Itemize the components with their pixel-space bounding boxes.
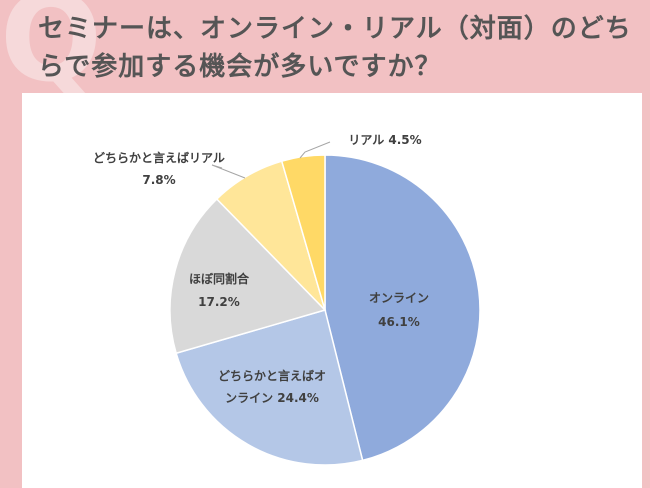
data-label: ンライン 24.4%: [225, 391, 319, 405]
pie-slice: [280, 154, 326, 311]
data-label: 7.8%: [142, 173, 175, 187]
data-label: リアル 4.5%: [348, 133, 421, 147]
q-watermark: Q: [0, 0, 103, 109]
data-label: オンライン: [369, 291, 429, 305]
data-label: どちらかと言えばリアル: [93, 150, 225, 165]
pie-slice: [324, 154, 481, 462]
data-label: 17.2%: [198, 295, 240, 309]
data-label: どちらかと言えばオ: [218, 368, 326, 383]
data-label: ほぼ同割合: [189, 271, 250, 286]
page-title: セミナーは、オンライン・リアル（対面）のどちらで参加する機会が多いですか？: [38, 14, 632, 82]
pie-slice: [175, 309, 364, 466]
pie-slice: [169, 197, 327, 355]
data-label: 46.1%: [378, 315, 420, 329]
leader-line: [211, 164, 246, 179]
leader-line: [299, 141, 331, 159]
